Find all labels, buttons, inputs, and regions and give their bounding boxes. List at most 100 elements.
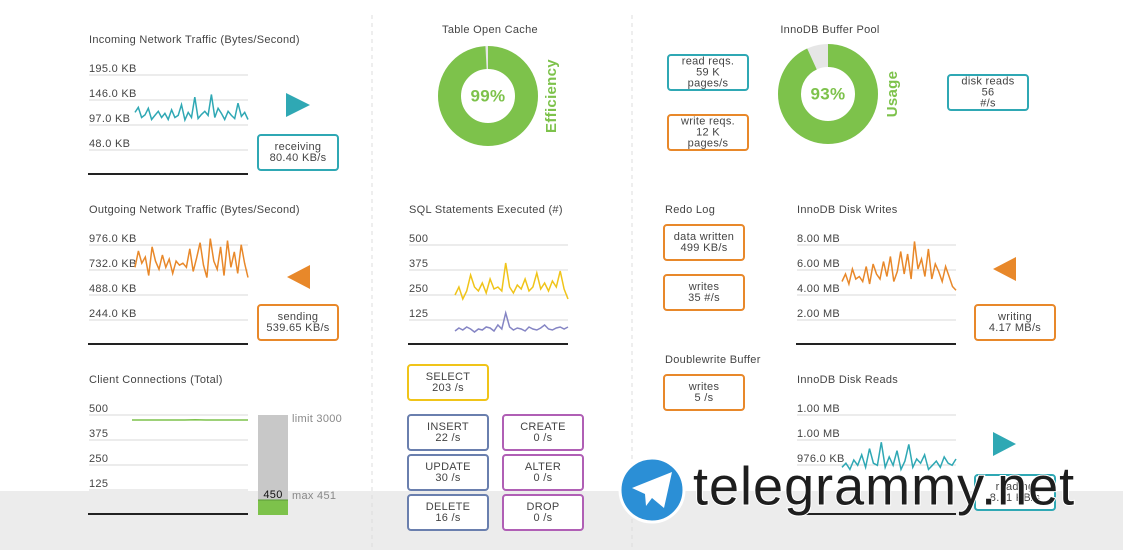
- sparkline: [454, 262, 569, 301]
- panel-title: Doublewrite Buffer: [665, 354, 761, 366]
- badge-text: pages/s: [688, 137, 729, 149]
- badge-text: read reqs.: [682, 55, 735, 67]
- read-icon: [993, 432, 1016, 456]
- y-tick-label: 732.0 KB: [89, 258, 137, 270]
- send-icon: [287, 265, 310, 289]
- badge: [257, 134, 339, 171]
- badge-text: 59 K: [696, 66, 720, 78]
- badge: [407, 494, 489, 531]
- badge: [667, 54, 749, 91]
- badge-text: 8.61 KB/s: [990, 492, 1041, 504]
- limit-bar: [258, 415, 288, 515]
- donut-arc: [438, 46, 538, 146]
- badge-text: #/s: [980, 97, 996, 109]
- y-tick-label: 1.00 MB: [797, 428, 840, 440]
- badge-text: writes: [688, 281, 720, 293]
- badge-text: 80.40 KB/s: [270, 152, 327, 164]
- y-tick-label: 48.0 KB: [89, 138, 130, 150]
- badge: [407, 364, 489, 401]
- badge: [974, 474, 1056, 511]
- badge-text: writes: [688, 381, 720, 393]
- y-tick-label: 500: [89, 403, 108, 415]
- badge: [667, 114, 749, 151]
- badge-text: 4.17 MB/s: [989, 322, 1041, 334]
- y-tick-label: 125: [89, 478, 108, 490]
- y-tick-label: 97.0 KB: [89, 113, 130, 125]
- panel-title: InnoDB Disk Writes: [797, 204, 898, 216]
- donut-caption: Usage: [884, 71, 901, 118]
- watermark-logo-mark: [632, 472, 672, 508]
- y-tick-label: 1.00 MB: [797, 403, 840, 415]
- badge-text: 539.65 KB/s: [266, 322, 329, 334]
- badge-text: 203 /s: [432, 382, 464, 394]
- receive-icon: [286, 93, 310, 117]
- y-tick-label: 8.00 MB: [797, 233, 840, 245]
- y-tick-label: 976.0 KB: [797, 453, 845, 465]
- donut-caption: Efficiency: [543, 59, 560, 133]
- donut-value: 93%: [811, 84, 846, 103]
- badge: [407, 414, 489, 451]
- sparkline: [454, 310, 569, 333]
- y-tick-label: 976.0 KB: [89, 233, 137, 245]
- sparkline: [841, 241, 957, 291]
- badge-text: writing: [997, 311, 1032, 323]
- y-tick-label: 6.00 MB: [797, 258, 840, 270]
- badge-text: write reqs.: [680, 115, 735, 127]
- badge-text: 0 /s: [534, 432, 553, 444]
- badge-text: INSERT: [427, 421, 469, 433]
- badge-text: SELECT: [426, 371, 471, 383]
- badge: [663, 224, 745, 261]
- panel-title: Incoming Network Traffic (Bytes/Second): [89, 34, 300, 46]
- badge-text: 35 #/s: [688, 292, 720, 304]
- badge-text: sending: [278, 311, 319, 323]
- panel-title: InnoDB Buffer Pool: [780, 24, 879, 36]
- y-tick-label: 250: [409, 283, 428, 295]
- current-bar: [258, 500, 288, 515]
- y-tick-label: 250: [89, 453, 108, 465]
- badge: [257, 304, 339, 341]
- panel-title: SQL Statements Executed (#): [409, 204, 563, 216]
- badge: [663, 274, 745, 311]
- badge-text: 0 /s: [534, 472, 553, 484]
- badge-text: data written: [674, 231, 734, 243]
- y-tick-label: 4.00 MB: [797, 283, 840, 295]
- y-tick-label: 146.0 KB: [89, 88, 137, 100]
- badge-text: 0 /s: [534, 512, 553, 524]
- sparkline: [841, 442, 957, 472]
- y-tick-label: 2.00 MB: [797, 308, 840, 320]
- badge-text: CREATE: [520, 421, 566, 433]
- y-tick-label: 500: [409, 233, 428, 245]
- panel-title: InnoDB Disk Reads: [797, 374, 898, 386]
- y-tick-label: 244.0 KB: [89, 308, 137, 320]
- sparkline: [134, 94, 249, 123]
- badge-text: DROP: [527, 501, 560, 513]
- badge-text: DELETE: [426, 501, 471, 513]
- badge-text: receiving: [275, 141, 322, 153]
- y-tick-label: 375: [409, 258, 428, 270]
- badge: [663, 374, 745, 411]
- badge-text: UPDATE: [425, 461, 471, 473]
- badge-text: ALTER: [525, 461, 561, 473]
- panel-title: Client Connections (Total): [89, 374, 223, 386]
- badge-text: 5 /s: [695, 392, 714, 404]
- badge: [502, 494, 584, 531]
- panel-title: Table Open Cache: [442, 24, 538, 36]
- panel-title: Outgoing Network Traffic (Bytes/Second): [89, 204, 300, 216]
- badge-text: disk reads: [961, 75, 1014, 87]
- donut-arc: [778, 44, 878, 144]
- badge-text: 16 /s: [435, 512, 461, 524]
- donut-value: 99%: [471, 86, 506, 105]
- y-tick-label: 125: [409, 308, 428, 320]
- y-tick-label: 488.0 KB: [89, 283, 137, 295]
- y-tick-label: 375: [89, 428, 108, 440]
- badge-text: pages/s: [688, 77, 729, 89]
- badge-text: 22 /s: [435, 432, 461, 444]
- watermark-text: telegrammy.net: [693, 456, 1075, 516]
- badge-text: 12 K: [696, 126, 720, 138]
- current-label: 450: [263, 489, 282, 501]
- badge: [502, 414, 584, 451]
- max-label: max 451: [292, 490, 336, 502]
- panel-title: Redo Log: [665, 204, 715, 216]
